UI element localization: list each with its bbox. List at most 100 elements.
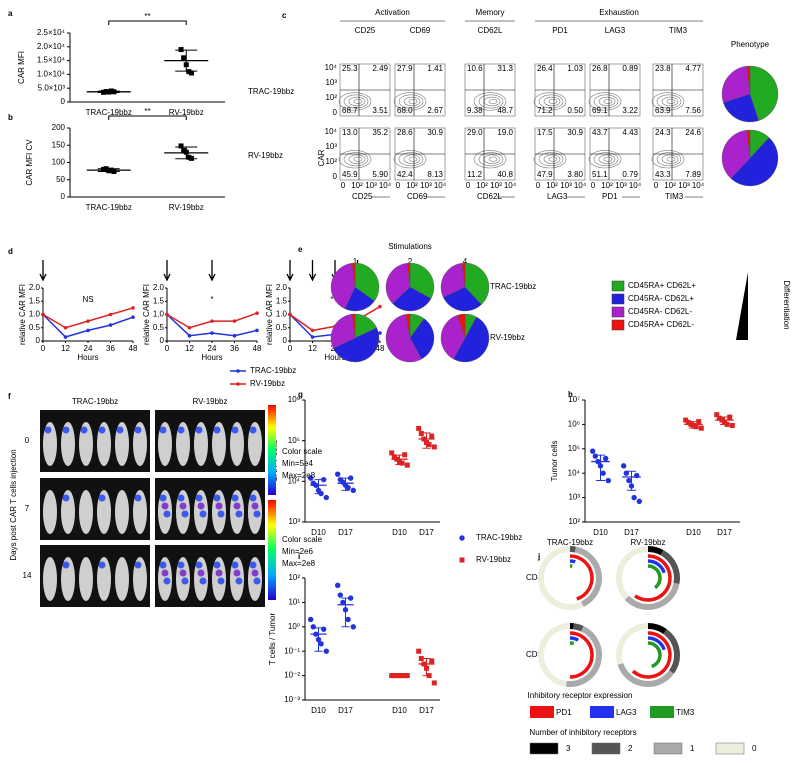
column-label: RV-19bbz [193,397,228,406]
signal [159,426,167,434]
signal [159,561,167,569]
x-axis-label: Hours [324,353,345,362]
signal [195,426,203,434]
density-contour [543,154,561,164]
legend-swatch [611,293,625,305]
x-tick-label: D17 [419,706,434,715]
color-scale-text: Max=2e8 [282,471,316,480]
x-tick-label: 0 [654,181,659,190]
point [592,453,598,459]
signal [62,426,70,434]
x-tick-label: 24 [208,344,217,353]
y-tick-label: 0 [61,192,66,201]
point [404,462,410,468]
x-tick-label: 0 [591,181,596,190]
point [310,335,315,339]
marker-arc [569,631,594,679]
count-arc [538,623,571,687]
x-tick-label: 10² [406,181,418,190]
x-tick-label: 10⁴ [574,181,587,190]
quadrant-value: 17.5 [537,128,553,137]
marker-arc [569,636,580,642]
y-axis-label: Tumor cells [550,440,559,481]
point [431,444,437,450]
point [418,431,424,437]
y-tick-label: 10⁻¹ [284,646,300,655]
point [318,641,324,647]
signal [249,494,257,502]
density-contour [538,94,564,109]
signal [217,577,225,585]
count-arc [647,623,667,635]
quadrant-value: 68.0 [397,106,413,115]
signal [62,494,70,502]
signal [161,569,169,577]
x-tick-label: D17 [338,528,353,537]
legend-label: CD45RA- CD62L- [628,307,692,316]
legend-swatch [530,706,554,718]
quadrant-value: 29.0 [467,128,483,137]
x-tick-label: 10³ [678,181,690,190]
point [426,442,432,448]
column-label: TRAC-19bbz [72,397,118,406]
point [391,454,397,460]
error-bar [422,432,431,449]
point [63,335,68,339]
quadrant-value: 63.9 [655,106,671,115]
x-axis-label: TIM3 [665,192,684,201]
trend-triangle [736,272,748,340]
count-arc [565,626,602,687]
x-tick-label: 36 [106,344,115,353]
marker-label: CD69 [410,26,431,35]
y-tick-label: 0.5 [276,323,288,332]
density-contour [488,156,498,162]
pie-slice [457,313,466,339]
density-contour [348,96,366,107]
y-tick-label: 1.0×10⁴ [37,70,66,79]
quadrant-value: 43.7 [592,128,608,137]
legend-label: 0 [752,744,757,753]
legend-swatch [653,742,683,755]
x-tick-label: D17 [624,528,639,537]
signal [181,577,189,585]
point [323,494,329,501]
error-bar [341,477,350,491]
quadrant-value: 40.8 [497,170,513,179]
pie-slice [405,313,411,339]
y-tick-label: 1.0 [29,310,41,319]
y-tick-label: 1.5×10⁴ [37,56,66,65]
pie-slice [354,262,380,302]
error-bar [175,146,198,160]
quadrant-value: 0.50 [567,106,583,115]
y-tick-label: 10⁰ [288,622,300,631]
pie-slice [385,262,411,304]
quadrant-value: 3.22 [622,106,638,115]
point [310,328,315,333]
density-contour [661,154,679,164]
density-contour [403,154,421,164]
point [187,333,192,338]
series-line [42,313,134,338]
quadrant-value: 31.3 [497,64,513,73]
point [683,417,689,423]
quadrant-value: 27.9 [397,64,413,73]
x-tick-label: RV-19bbz [169,108,204,117]
quadrant-value: 10.6 [467,64,483,73]
y-tick-label: 10² [325,93,337,102]
y-tick-label: 1.0 [276,310,288,319]
y-tick-label: 10⁶ [288,395,300,404]
point [288,312,292,317]
x-tick-label: D10 [686,528,701,537]
signal [231,494,239,502]
pie-slice [392,286,432,312]
legend-label: RV-19bbz [250,379,285,388]
legend-label: CD45RA- CD62L+ [628,294,694,303]
density-contour [343,94,369,109]
y-tick-label: 0 [283,336,288,345]
density-contour [533,92,567,111]
legend-marker [236,382,240,386]
legend-label: CD45RA+ CD62L+ [628,281,696,290]
count-arc [573,623,584,632]
quadrant-value: 4.43 [622,128,638,137]
column-label: 4 [463,257,468,266]
